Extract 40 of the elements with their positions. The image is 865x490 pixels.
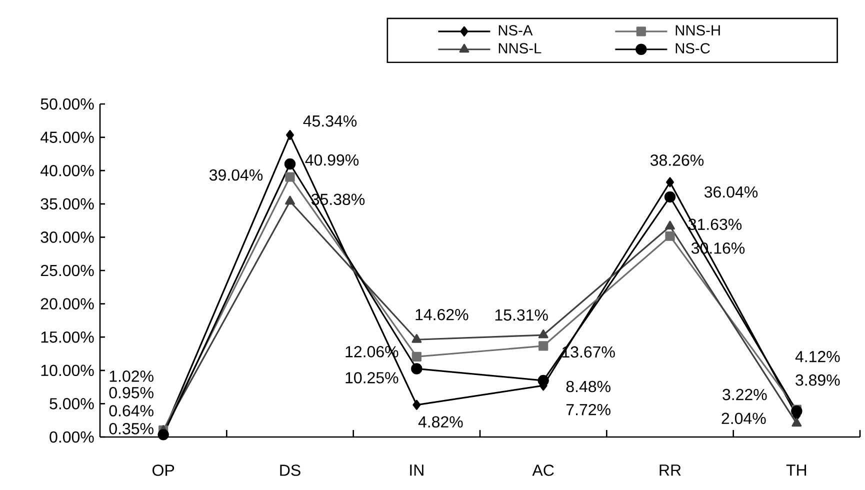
y-tick-label: 45.00%: [40, 132, 94, 143]
y-tick-label: 10.00%: [41, 364, 94, 376]
x-tick-label: AC: [532, 464, 554, 476]
y-tick-label: 25.00%: [40, 264, 94, 276]
data-label: 0.64%: [109, 405, 154, 416]
y-tick-label: 50.00%: [40, 98, 94, 110]
y-tick-label: 40.00%: [40, 164, 94, 176]
y-tick-label: 15.00%: [41, 331, 94, 343]
x-tick-label: OP: [152, 464, 174, 476]
data-label: 3.89%: [796, 374, 840, 386]
data-label: 0.35%: [109, 423, 154, 434]
y-tick-label: 5.00%: [50, 398, 94, 410]
data-label: 10.25%: [346, 372, 398, 384]
data-label: 2.04%: [722, 412, 766, 424]
x-tick-label: RR: [660, 464, 681, 476]
data-label: 40.99%: [305, 154, 359, 166]
data-label: 14.62%: [416, 308, 468, 320]
y-tick-label: 35.00%: [40, 198, 94, 210]
data-label: 1.02%: [110, 370, 154, 382]
y-tick-label: 0.00%: [50, 431, 94, 443]
data-label: 4.82%: [418, 416, 463, 428]
data-label: 45.34%: [303, 115, 357, 127]
x-tick-label: DS: [280, 464, 300, 476]
x-tick-label: TH: [786, 464, 806, 476]
data-label: 15.31%: [495, 309, 548, 321]
data-label: 36.04%: [704, 186, 758, 198]
data-label: 38.26%: [650, 154, 704, 166]
data-label: 7.72%: [566, 404, 610, 416]
legend-label: NNS-H: [676, 25, 720, 36]
data-label: 8.48%: [566, 380, 610, 392]
data-label: 39.04%: [209, 169, 263, 181]
legend-label: NS-C: [676, 43, 710, 54]
legend-label: NNS-L: [498, 43, 542, 54]
x-tick-label: IN: [410, 464, 424, 476]
data-label: 0.95%: [109, 387, 154, 398]
legend-label: NS-A: [498, 25, 533, 36]
y-tick-label: 20.00%: [40, 298, 94, 310]
data-label: 3.22%: [722, 388, 767, 400]
data-label: 4.12%: [795, 350, 840, 362]
y-tick-label: 30.00%: [40, 232, 94, 243]
